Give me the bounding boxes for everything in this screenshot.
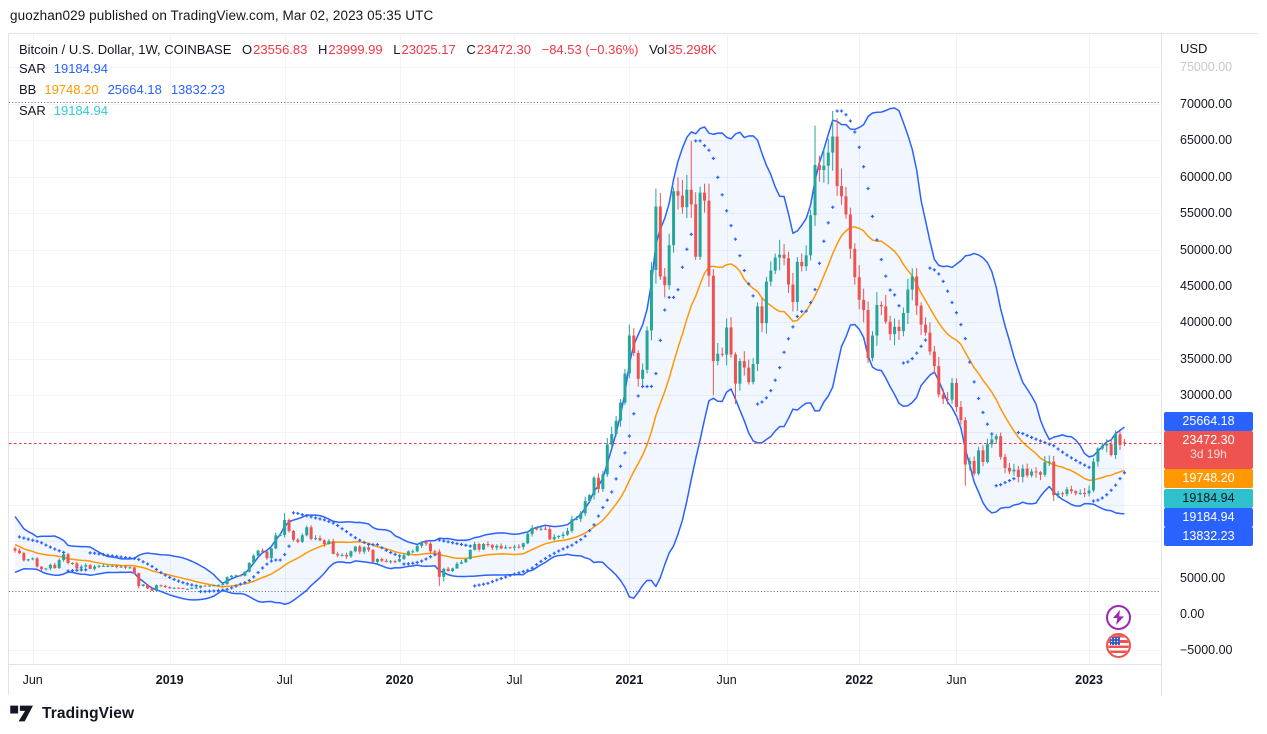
footer: TradingView	[10, 703, 134, 724]
ohlc-close-value: 23472.30	[476, 42, 531, 57]
price-label-23472-30: 23472.30 3d 19h	[1164, 431, 1253, 469]
change-value: −84.53 (−0.36%)	[541, 42, 639, 57]
indicator-value: 19184.94	[53, 103, 108, 118]
time-label-jun: Jun	[946, 673, 967, 687]
price-tick: 40000.00	[1180, 315, 1233, 330]
indicator-rows: SAR 19184.94 BB 19748.20 25664.18 13832.23 SAR…	[19, 59, 717, 120]
ohlc-high-label: H	[318, 42, 328, 57]
price-tick: 55000.00	[1180, 206, 1233, 221]
currency-label: USD	[1180, 40, 1212, 57]
price-label-13832-23: 13832.23	[1164, 527, 1253, 546]
price-tick: 5000.00	[1180, 570, 1226, 585]
time-label-2023: 2023	[1075, 673, 1103, 687]
volume-value: 35.298K	[668, 42, 717, 57]
crypto-lightning-icon	[1106, 605, 1131, 630]
time-label-2020: 2020	[385, 673, 414, 687]
time-label-jun: Jun	[716, 673, 737, 687]
price-tick: 0.00	[1180, 607, 1205, 621]
tradingview-brand-text[interactable]: TradingView	[42, 704, 135, 722]
time-label-jun: Jun	[22, 673, 43, 687]
ohlc-high-value: 23999.99	[328, 42, 383, 57]
price-tick-faded: 75000.00	[1180, 60, 1233, 75]
time-label-2022: 2022	[845, 673, 874, 687]
ohlc-open-value: 23556.83	[253, 42, 308, 57]
price-tick: 35000.00	[1180, 351, 1233, 366]
time-label-jul: Jul	[506, 673, 523, 687]
symbol-title: Bitcoin / U.S. Dollar, 1W, COINBASE	[19, 42, 232, 57]
price-axis[interactable]: USD 75000.00 70000.00 65000.00 60000.00 5500…	[1161, 34, 1258, 696]
price-label-25664-18: 25664.18	[1164, 412, 1253, 431]
price-tick: 70000.00	[1180, 96, 1233, 111]
tradingview-logo-icon[interactable]	[10, 703, 35, 724]
flag-canton	[1110, 637, 1120, 645]
usd-flag-icon	[1106, 633, 1131, 658]
price-label-19748-20: 19748.20	[1164, 469, 1253, 488]
price-tick: 65000.00	[1180, 133, 1233, 148]
indicator-value: 19748.20	[44, 82, 99, 97]
indicator-row-sar-0[interactable]: SAR 19184.94	[19, 59, 717, 78]
ohlc-low-value: 23025.17	[401, 42, 456, 57]
indicator-name: SAR	[19, 61, 46, 76]
price-tick: 50000.00	[1180, 242, 1233, 257]
indicator-value: 19184.94	[53, 61, 108, 76]
price-tick: 30000.00	[1180, 388, 1233, 403]
price-tick: −5000.00	[1180, 643, 1233, 658]
chart-legend: Bitcoin / U.S. Dollar, 1W, COINBASE O235…	[19, 40, 717, 120]
time-axis[interactable]: Jun 2019 Jul 2020 Jul 2021 Jun 2022 Jun 2023	[9, 664, 1161, 695]
ohlc-close-label: C	[466, 42, 476, 57]
indicator-name: BB	[19, 82, 37, 97]
price-tick: 45000.00	[1180, 278, 1233, 293]
time-label-jul: Jul	[276, 673, 293, 687]
price-label-countdown: 3d 19h	[1190, 447, 1227, 461]
indicator-value: 25664.18	[107, 82, 162, 97]
ohlc-open-label: O	[242, 42, 253, 57]
chart-widget: Bitcoin / U.S. Dollar, 1W, COINBASE O235…	[8, 33, 1258, 696]
price-tick: 60000.00	[1180, 169, 1233, 184]
volume-label: Vol	[649, 42, 668, 57]
price-label-19184-94: 19184.94	[1164, 508, 1253, 527]
price-label-19184-94: 19184.94	[1164, 489, 1253, 508]
indicator-row-sar-2[interactable]: SAR 19184.94	[19, 101, 717, 120]
indicator-name: SAR	[19, 103, 46, 118]
chart-pane[interactable]	[9, 34, 1161, 664]
indicator-value: 13832.23	[170, 82, 226, 97]
ohlc-low-label: L	[393, 42, 401, 57]
attribution-text: guozhan029 published on TradingView.com,…	[10, 8, 434, 23]
time-label-2019: 2019	[155, 673, 184, 687]
indicator-row-bb-1[interactable]: BB 19748.20 25664.18 13832.23	[19, 80, 717, 99]
time-label-2021: 2021	[615, 673, 644, 687]
legend-symbol-row[interactable]: Bitcoin / U.S. Dollar, 1W, COINBASE O235…	[19, 40, 717, 59]
